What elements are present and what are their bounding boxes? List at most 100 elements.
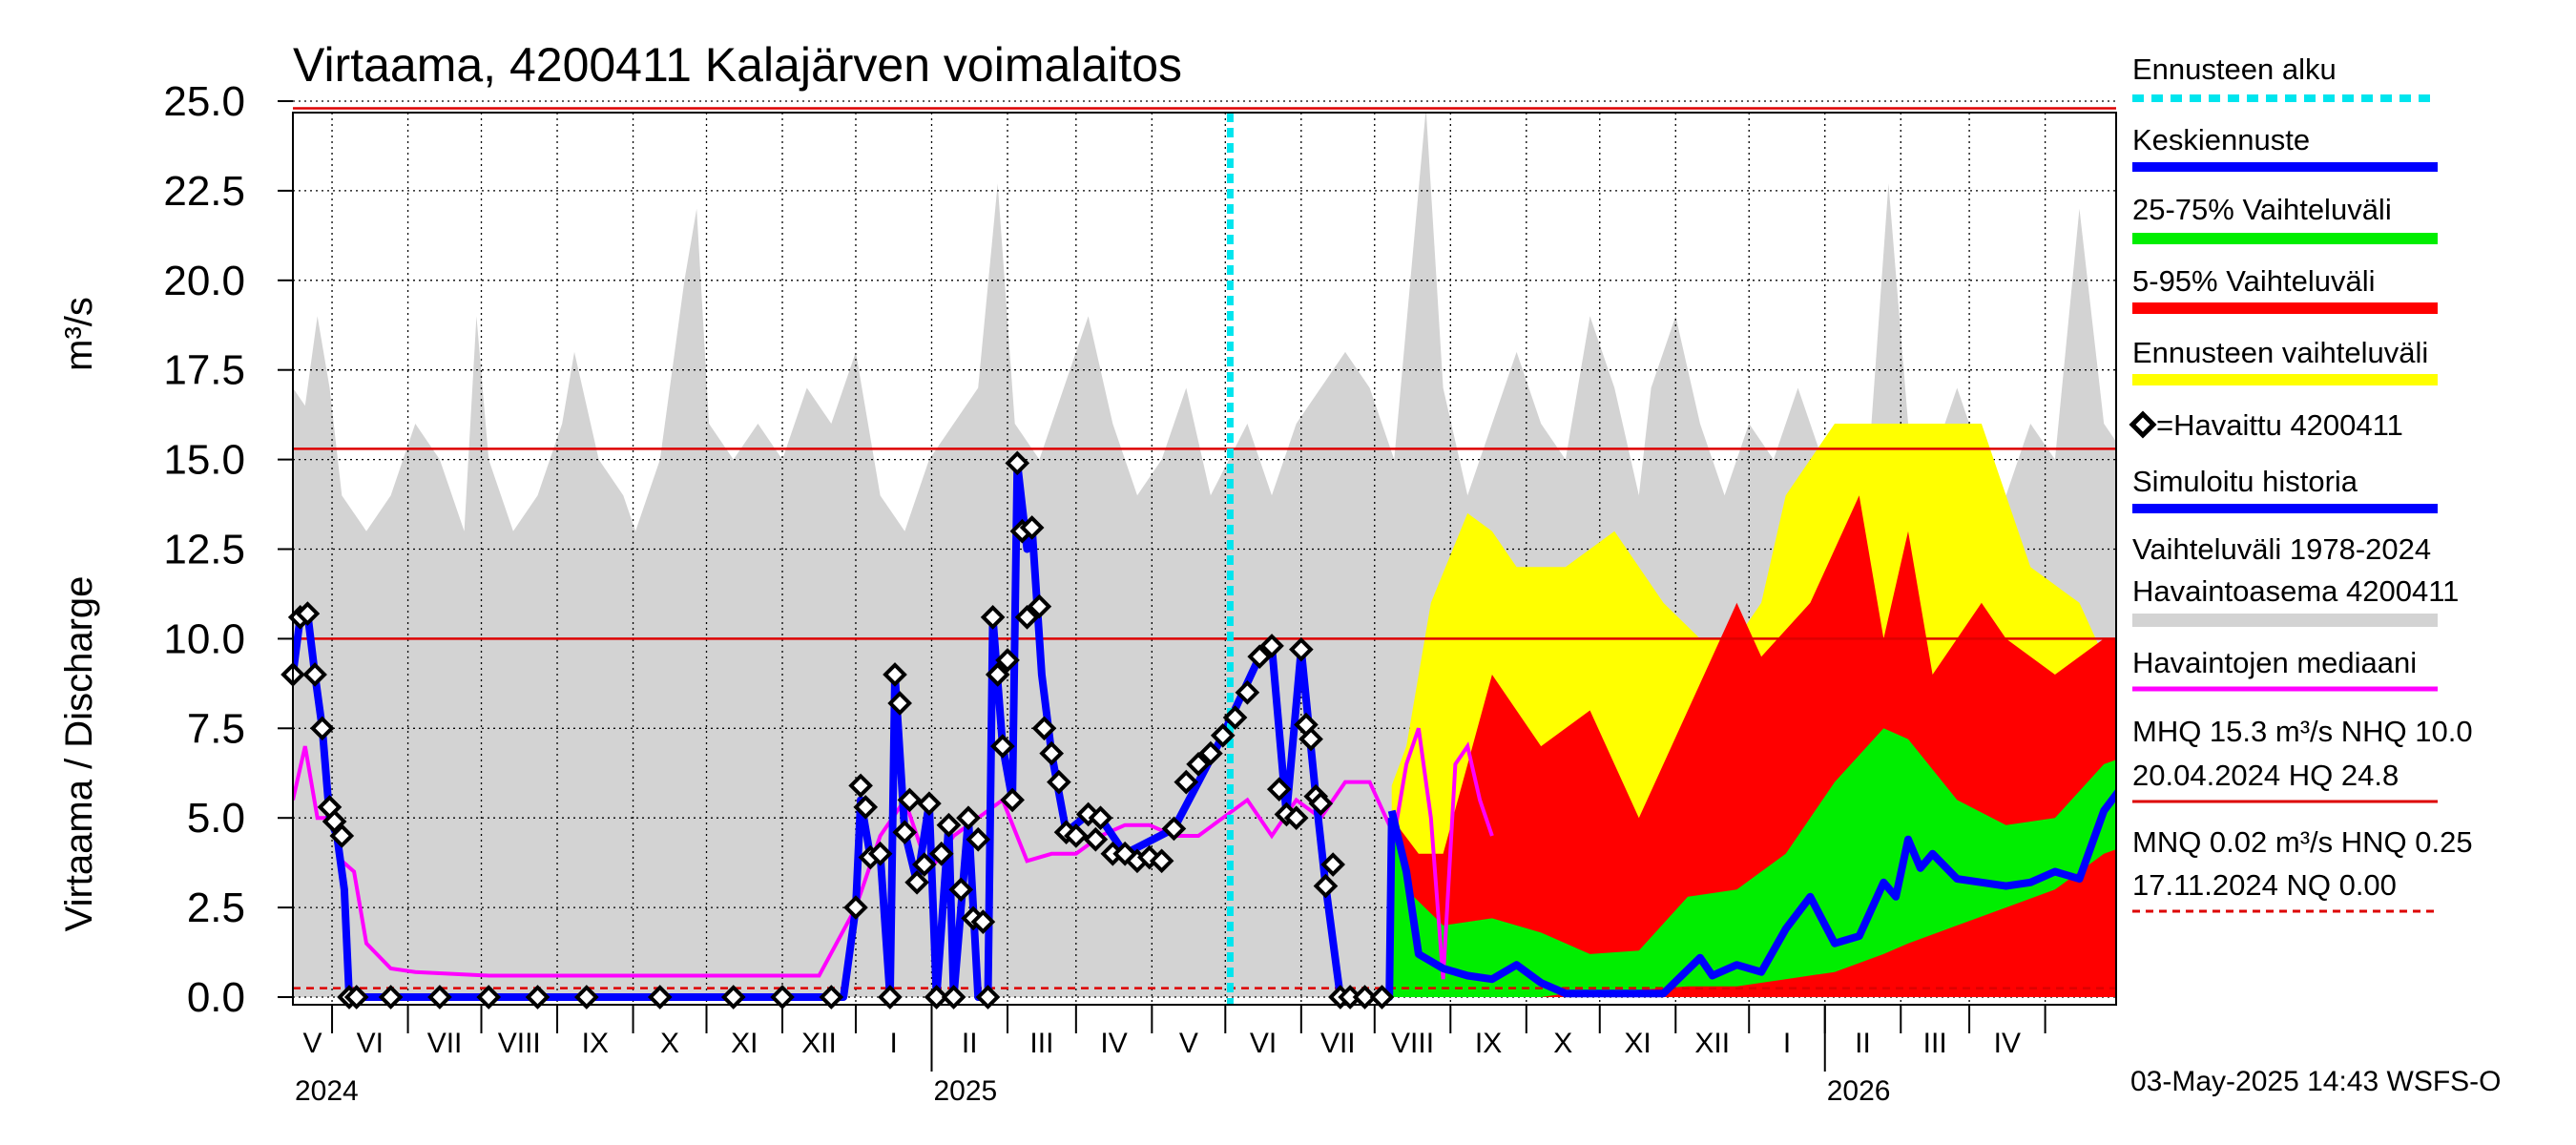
legend-range-25-75: 25-75% Vaihteluväli [2132,193,2392,226]
observed-point [966,826,991,852]
observed-point [1308,791,1334,817]
observed-point [985,662,1010,687]
legend-stats-high-line1: MHQ 15.3 m³/s NHQ 10.0 [2132,715,2473,748]
y-tick-label: 17.5 [163,347,245,394]
observed-point [995,648,1020,673]
month-label: XII [1694,1028,1730,1059]
observed-point [883,662,907,687]
median-line [293,727,1494,980]
observed-point [1031,716,1057,741]
month-label: IV [1994,1028,2021,1059]
observed-point [720,985,746,1010]
legend-median: Havaintojen mediaani [2132,646,2417,679]
observed-point [1235,679,1260,705]
reference-lines [293,107,2116,989]
observed-point [427,985,452,1010]
observed-point [848,773,873,799]
y-tick-label: 5.0 [187,795,245,842]
observed-point [1047,769,1071,795]
observed-point [1014,605,1040,630]
observed-point [956,805,981,831]
month-label: XI [731,1028,758,1059]
legend: Ennusteen alku Keskiennuste 25-75% Vaiht… [2129,52,2473,913]
month-label: I [1783,1028,1791,1059]
observed-point [1369,985,1395,1010]
y-tick-label: 25.0 [163,78,245,125]
observed-point [1266,777,1292,802]
legend-stats-low-line1: MNQ 0.02 m³/s HNQ 0.25 [2132,825,2473,859]
x-axis: V VI VII VIII IX X XI XII I II III IV V VI VII VIII IX X X… [295,1005,2046,1107]
observed-points [280,450,1395,1010]
observed-point [878,985,903,1010]
y-axis: 0.0 2.5 5.0 7.5 10.0 12.5 15.0 17.5 20.0 22.5 25.0 [163,78,293,1021]
observed-point [975,985,1001,1010]
observed-point [322,809,347,834]
observed-point [911,852,937,877]
observed-point [378,985,404,1010]
month-label: III [1923,1028,1947,1059]
observed-point [476,985,502,1010]
observed-point [1027,593,1052,619]
y-tick-label: 22.5 [163,168,245,215]
chart-title: Virtaama, 4200411 Kalajärven voimalaitos [293,38,1182,92]
y-tick-label: 2.5 [187,885,245,931]
legend-observed-marker [2129,410,2157,439]
observed-point [904,869,929,895]
plot-frame [292,112,2117,1006]
observed-point [1288,636,1314,662]
observed-point [843,895,868,920]
observed-point [980,605,1006,630]
y-tick-label: 15.0 [163,437,245,484]
month-label: II [962,1028,978,1059]
observed-point [1174,769,1199,795]
observed-point [1259,634,1284,658]
observed-point [887,691,912,716]
observed-point [1247,644,1273,670]
range-25-75-band [1391,728,2116,997]
observed-point [819,985,844,1010]
month-label: II [1855,1028,1871,1059]
observed-point [941,985,966,1010]
y-tick-label: 7.5 [187,705,245,752]
observed-point [1149,848,1174,874]
observed-point [1222,705,1248,730]
y-axis-label: Virtaama / Discharge [58,576,100,932]
observed-point [1019,515,1045,540]
observed-point [309,716,335,741]
y-tick-label: 20.0 [163,258,245,304]
legend-stats-high-line2: 20.04.2024 HQ 24.8 [2132,759,2399,792]
year-label: 2024 [295,1075,359,1107]
legend-mean-forecast: Keskiennuste [2132,123,2310,156]
observed-point [1210,722,1236,748]
y-axis-unit: m³/s [58,297,100,371]
month-label: XI [1624,1028,1651,1059]
month-label: VI [1250,1028,1277,1059]
observed-point [1000,787,1025,813]
observed-point [647,985,673,1010]
observed-point [897,787,923,813]
month-label: IX [582,1028,609,1059]
legend-forecast-range: Ennusteen vaihteluväli [2132,336,2428,369]
observed-point [1198,740,1223,766]
observed-point [573,985,599,1010]
month-label: VIII [498,1028,541,1059]
plot-area [280,100,2117,1010]
observed-point [970,909,996,934]
legend-simulated: Simuloitu historia [2132,465,2358,498]
month-label: VII [1320,1028,1356,1059]
month-label: XII [801,1028,837,1059]
observed-point [1088,805,1113,831]
observed-point [1186,752,1211,777]
year-label: 2025 [933,1075,997,1107]
observed-point [948,877,974,903]
observed-point [928,841,954,866]
month-label: X [1553,1028,1572,1059]
observed-point [892,820,918,845]
month-label: VIII [1391,1028,1434,1059]
observed-point [936,812,962,838]
observed-point [525,985,551,1010]
month-label: III [1029,1028,1053,1059]
observed-point [770,985,795,1010]
timestamp: 03-May-2025 14:43 WSFS-O [2130,1066,2502,1097]
observed-point [1161,816,1187,842]
